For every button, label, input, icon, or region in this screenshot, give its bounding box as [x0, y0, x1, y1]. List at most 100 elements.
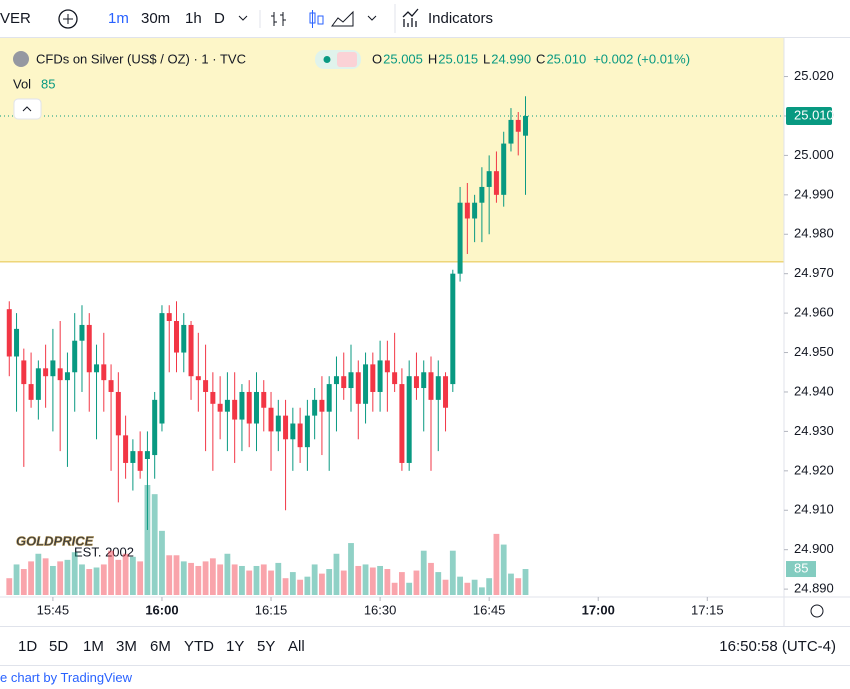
range-button[interactable]: 5D: [49, 638, 69, 655]
range-button[interactable]: All: [288, 638, 305, 655]
candle-body: [28, 384, 34, 400]
vol-key: Vol: [13, 76, 31, 91]
candle-body: [101, 364, 107, 381]
x-tick-label: 17:15: [691, 602, 724, 617]
volume-bar: [20, 569, 27, 595]
candle-body: [188, 324, 194, 377]
chart-type-icons[interactable]: [236, 10, 386, 28]
interval[interactable]: 30m: [141, 10, 171, 27]
volume-bar: [144, 485, 151, 595]
volume-bar: [369, 567, 376, 595]
ohlc-key: H: [428, 51, 437, 66]
range-button[interactable]: 1M: [83, 638, 104, 655]
candle-body: [232, 399, 238, 420]
interval[interactable]: 1h: [185, 10, 202, 27]
candle-body: [137, 451, 143, 471]
candle-body: [501, 143, 507, 195]
attribution[interactable]: e chart by TradingView: [0, 670, 132, 685]
ohlc-key: L: [483, 51, 490, 66]
candle-body: [144, 451, 150, 459]
candle-body: [123, 435, 129, 463]
volume-bar: [457, 576, 463, 595]
volume-bar: [180, 561, 187, 595]
x-tick-label: 16:45: [473, 602, 506, 617]
last-price-label: 25.010: [794, 107, 834, 122]
volume-bar: [202, 561, 209, 595]
volume-bar: [384, 569, 391, 595]
highlight-zone: [0, 38, 784, 262]
volume-bar: [289, 572, 296, 595]
candle-body: [275, 415, 281, 432]
settings-icon[interactable]: [810, 604, 824, 618]
candle-body: [35, 368, 41, 400]
range-button[interactable]: 1D: [18, 638, 38, 655]
y-tick-label: 24.900: [794, 541, 834, 556]
volume-bar: [348, 543, 354, 595]
volume-bar: [173, 555, 180, 595]
candle-body: [297, 423, 303, 448]
ohlc-value: 25.015: [438, 51, 478, 66]
candle-body: [377, 360, 383, 392]
volume-bar: [129, 556, 136, 595]
symbol[interactable]: VER: [0, 10, 31, 27]
candle-body: [413, 376, 419, 389]
volume-bar: [86, 569, 93, 595]
volume-bar: [231, 564, 238, 595]
volume-bar: [508, 573, 514, 595]
x-tick-label: 15:45: [37, 602, 70, 617]
status-dot: [323, 56, 331, 63]
candle-body: [152, 399, 158, 456]
clock: 16:50:58 (UTC-4): [719, 638, 836, 655]
volume-bar: [399, 572, 405, 595]
interval[interactable]: 1m: [108, 10, 129, 27]
volume-bar: [449, 550, 456, 595]
x-tick-label: 16:00: [145, 602, 178, 617]
candle-body: [479, 186, 485, 203]
candle-body: [86, 324, 92, 373]
candle-body: [21, 360, 27, 385]
range-button[interactable]: 1Y: [226, 638, 245, 655]
volume-bar: [478, 587, 485, 595]
volume-bar: [377, 565, 383, 595]
volume-label: 85: [794, 560, 808, 575]
indicators-icon[interactable]: [394, 0, 424, 37]
range-button[interactable]: YTD: [184, 638, 214, 655]
volume-bar: [522, 569, 529, 595]
candle-body: [94, 364, 100, 373]
collapse-button[interactable]: [13, 98, 42, 120]
indicators[interactable]: Indicators: [428, 10, 494, 27]
candle-body: [457, 202, 463, 274]
range-button[interactable]: 3M: [116, 638, 137, 655]
volume-bar: [319, 573, 325, 595]
volume-bar: [275, 562, 282, 595]
watermark-est: EST. 2002: [74, 544, 134, 559]
last-price-tag: [786, 106, 832, 125]
y-tick-label: 24.910: [794, 502, 834, 517]
candle-body: [239, 391, 245, 420]
watermark-logo: GOLDPRICE: [16, 533, 94, 548]
y-tick-label: 24.890: [794, 581, 834, 596]
interval[interactable]: D: [214, 10, 225, 27]
candle-body: [464, 202, 470, 219]
candle-body: [261, 391, 267, 408]
volume-bar: [79, 564, 85, 595]
range-button[interactable]: 5Y: [257, 638, 276, 655]
footer: e chart by TradingView: [0, 665, 850, 689]
candle-body: [450, 273, 456, 385]
volume-bar: [493, 533, 500, 595]
candle-body: [304, 415, 310, 448]
candle-body: [210, 391, 216, 404]
volume-bar: [471, 579, 478, 595]
volume-bar: [35, 553, 42, 595]
ohlc-value: 25.010: [546, 51, 586, 66]
range-button[interactable]: 6M: [150, 638, 171, 655]
y-tick-label: 24.950: [794, 344, 834, 359]
volume-bar: [326, 569, 333, 595]
candle-body: [253, 391, 259, 424]
volume-bar: [13, 564, 20, 595]
add-icon[interactable]: [57, 8, 79, 30]
candle-body: [421, 372, 427, 389]
candle-body: [341, 376, 347, 389]
volume-bar: [268, 570, 274, 595]
